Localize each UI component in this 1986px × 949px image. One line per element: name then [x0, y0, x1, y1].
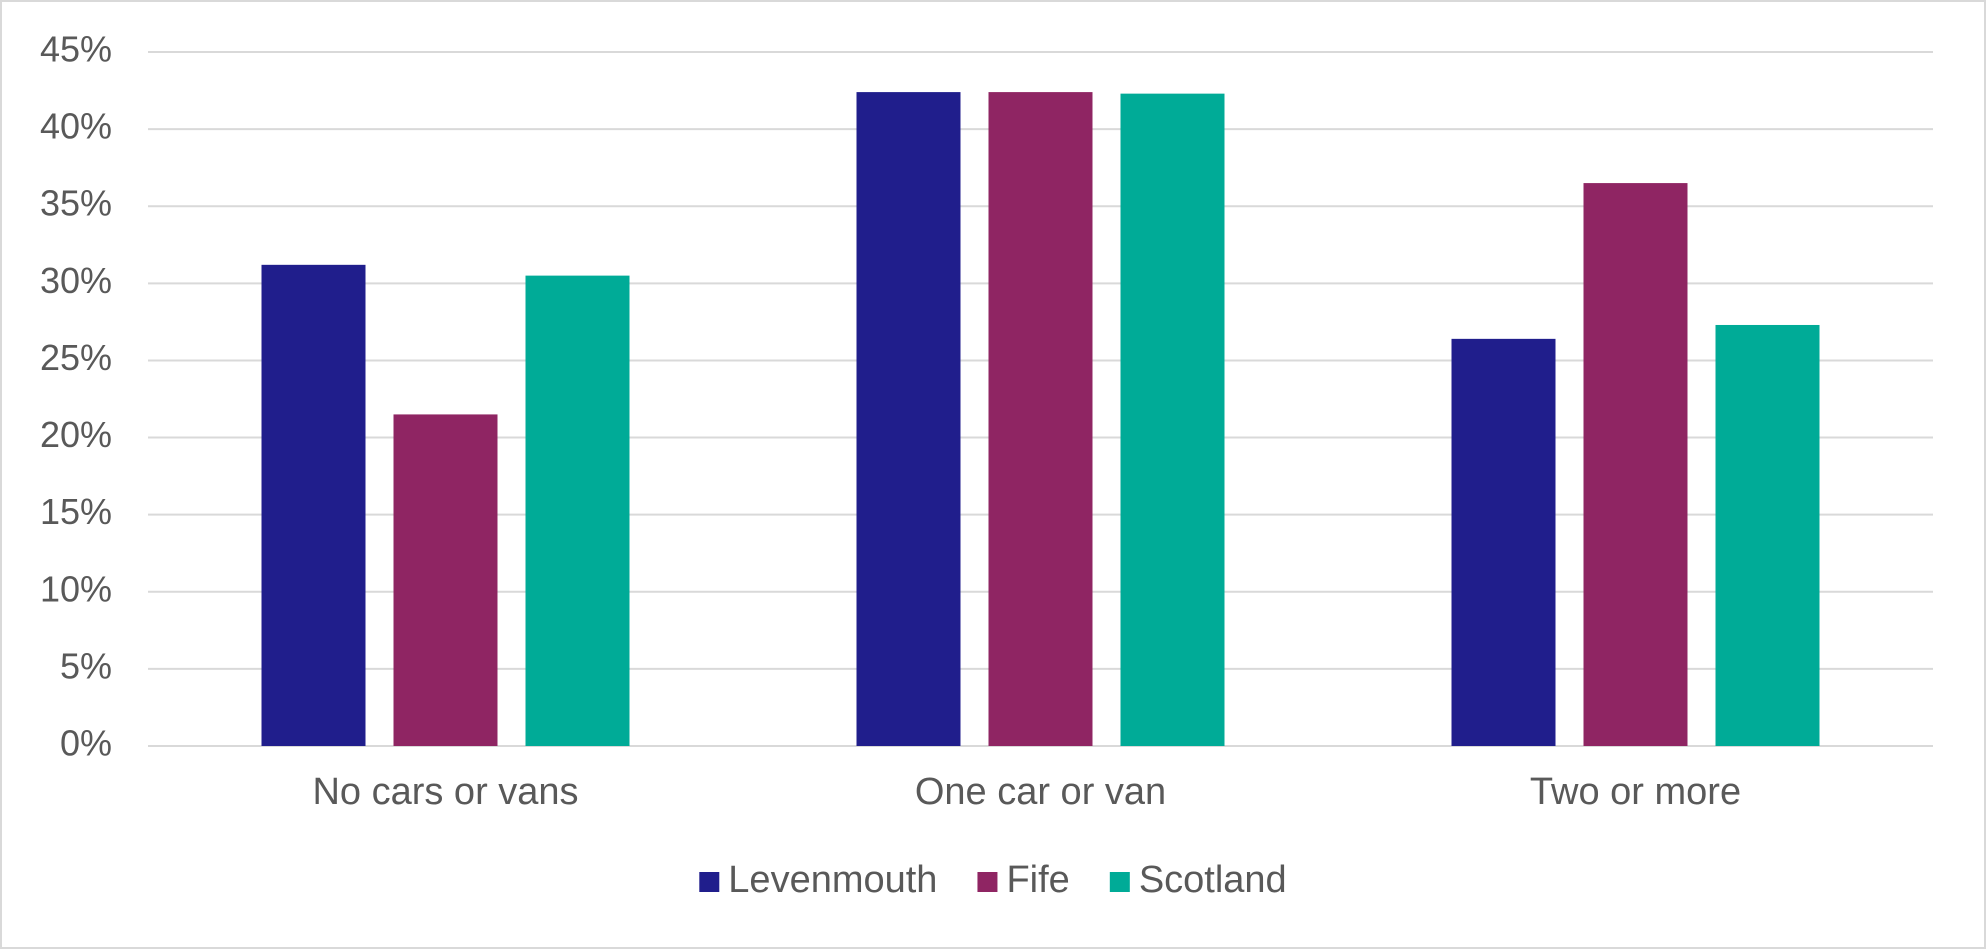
bar [856, 92, 961, 746]
y-tick-label: 30% [40, 260, 112, 301]
legend-label: Scotland [1139, 859, 1287, 901]
legend-label: Fife [1006, 859, 1069, 901]
x-tick-label: No cars or vans [312, 771, 578, 813]
legend-swatch [1109, 872, 1130, 892]
y-tick-label: 0% [60, 723, 112, 764]
bar [988, 92, 1093, 746]
y-tick-label: 15% [40, 491, 112, 532]
legend-swatch [977, 872, 998, 892]
y-tick-label: 45% [40, 29, 112, 70]
bar [393, 414, 498, 746]
bar [1715, 324, 1820, 746]
y-tick-label: 25% [40, 337, 112, 378]
y-tick-label: 35% [40, 183, 112, 224]
bar [525, 275, 630, 746]
bar [261, 264, 366, 746]
bar [1451, 338, 1556, 746]
legend-label: Levenmouth [728, 859, 937, 901]
x-tick-label: Two or more [1530, 771, 1741, 813]
y-tick-label: 5% [60, 645, 112, 686]
legend-swatch [699, 872, 720, 892]
y-tick-label: 10% [40, 568, 112, 609]
y-tick-label: 20% [40, 414, 112, 455]
bar [1120, 93, 1225, 746]
bar [1583, 183, 1688, 747]
y-tick-label: 40% [40, 106, 112, 147]
x-tick-label: One car or van [915, 771, 1166, 813]
